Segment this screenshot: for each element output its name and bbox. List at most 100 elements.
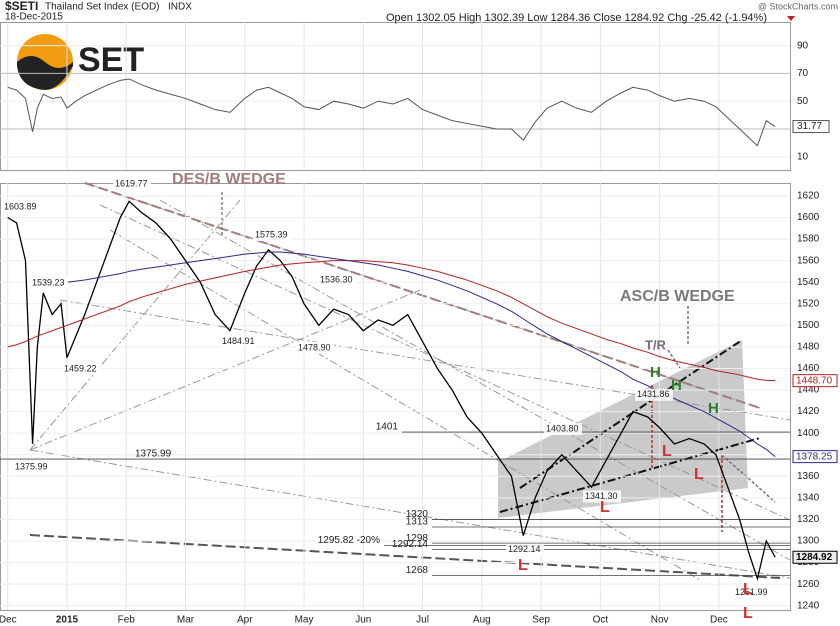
price-label: 1341.30: [585, 491, 618, 501]
annotation: L: [518, 557, 528, 574]
price-label: 1403.80: [546, 423, 579, 433]
annotation: L: [600, 499, 610, 516]
price-label: 1619.77: [115, 179, 148, 189]
price-label-box: [733, 586, 771, 599]
moving-average: [66, 251, 776, 458]
y-tick-label: 1580: [797, 234, 820, 245]
price-label-box: [2, 201, 40, 214]
price-label: 1431.86: [637, 389, 670, 399]
annotation: L: [743, 605, 753, 622]
y-tick-label: 1260: [797, 579, 820, 590]
last-box: [792, 450, 838, 464]
rsi-tick-label: 50: [797, 96, 809, 107]
y-tick-label: 1440: [797, 385, 820, 396]
level-label: 1320: [406, 509, 429, 520]
rsi-last-label: 31.77: [797, 121, 822, 132]
y-tick-label: 1560: [797, 255, 820, 266]
price-label: 1478.90: [298, 342, 331, 352]
x-tick-label: Aug: [473, 615, 491, 626]
x-tick-label: Dec: [0, 615, 17, 626]
y-tick-label: 1300: [797, 536, 820, 547]
x-tick-label: Sep: [532, 615, 550, 626]
price-label: 1575.39: [255, 229, 288, 239]
x-tick-label: 2015: [56, 615, 79, 626]
y-tick-label: 1460: [797, 363, 820, 374]
price-line: [7, 200, 776, 582]
x-tick-label: Jul: [416, 615, 429, 626]
annotation: DES/B WEDGE: [172, 171, 286, 188]
exchange: INDX: [168, 2, 192, 13]
rsi-tick-label: 10: [797, 151, 809, 162]
annotation: ASC/B WEDGE: [620, 288, 735, 305]
index-name: Thailand Set Index (EOD): [45, 2, 160, 13]
price-label: 1484.91: [222, 336, 255, 346]
y-tick-label: 1600: [797, 212, 820, 223]
last-label: 1448.70: [796, 375, 833, 386]
rsi-tick-label: 70: [797, 68, 809, 79]
level-label: 1313: [406, 517, 429, 528]
y-tick-label: 1320: [797, 514, 820, 525]
y-tick-label: 1360: [797, 471, 820, 482]
level-label: 1268: [406, 565, 429, 576]
indicator-panel: [0, 22, 791, 171]
level-label: 1292.14: [392, 539, 429, 550]
y-tick-label: 1420: [797, 406, 820, 417]
last-label: 1378.25: [796, 451, 833, 462]
price-label: 1603.89: [4, 202, 37, 212]
wedge-lower: [499, 437, 761, 513]
annotation: T/R: [645, 337, 667, 352]
price-label-box: [113, 178, 151, 191]
y-tick-label: 1240: [797, 600, 820, 611]
symbol: $SETI: [5, 0, 38, 13]
price-label-box: [30, 277, 68, 290]
price-label: 1251.99: [735, 587, 768, 597]
last-label: 1284.92: [796, 552, 833, 563]
price-label: 1292.14: [508, 544, 541, 554]
price-label: 1375.99: [15, 461, 48, 471]
logo-text: SET: [78, 41, 144, 79]
y-tick-label: 1500: [797, 320, 820, 331]
date: 18-Dec-2015: [5, 12, 63, 23]
price-label: 1536.30: [320, 275, 353, 285]
annotation: H: [671, 377, 682, 394]
x-tick-label: Mar: [177, 615, 195, 626]
y-tick-label: 1620: [797, 191, 820, 202]
annotation: H: [650, 364, 661, 381]
price-panel: [0, 183, 791, 611]
y-tick-label: 1480: [797, 342, 820, 353]
price-label-box: [220, 335, 258, 348]
price-label-box: [62, 363, 100, 376]
price-label-box: [635, 388, 673, 401]
price-label: 1539.23: [32, 277, 65, 287]
y-tick-label: 1340: [797, 492, 820, 503]
moving-average: [7, 260, 776, 382]
y-tick-label: 1400: [797, 428, 820, 439]
price-label-box: [544, 423, 582, 436]
x-tick-label: Dec: [710, 615, 728, 626]
level-label: 1375.99: [135, 449, 172, 460]
down-marker: [787, 16, 795, 21]
x-tick-label: Nov: [651, 615, 669, 626]
rsi-line: [7, 78, 776, 147]
credit: @ StockCharts.com: [758, 1, 838, 11]
price-label: 1459.22: [64, 364, 97, 374]
y-tick-label: 1520: [797, 298, 820, 309]
x-tick-label: Oct: [593, 615, 609, 626]
annotation: H: [708, 400, 719, 417]
last-box: [792, 550, 838, 564]
price-label-box: [13, 461, 51, 474]
level-label: 1401: [376, 422, 399, 433]
rsi-last-box: [792, 120, 830, 134]
price-label-box: [583, 490, 621, 503]
last-box: [792, 374, 838, 388]
price-label-box: [318, 274, 356, 287]
arrows: [221, 192, 776, 532]
x-tick-label: May: [295, 615, 314, 626]
price-label-box: [506, 543, 544, 556]
x-tick-label: Jun: [355, 615, 371, 626]
rsi-tick-label: 90: [797, 40, 809, 51]
x-tick-label: Feb: [118, 615, 136, 626]
price-label-box: [253, 229, 291, 242]
annotation: L: [662, 443, 672, 460]
